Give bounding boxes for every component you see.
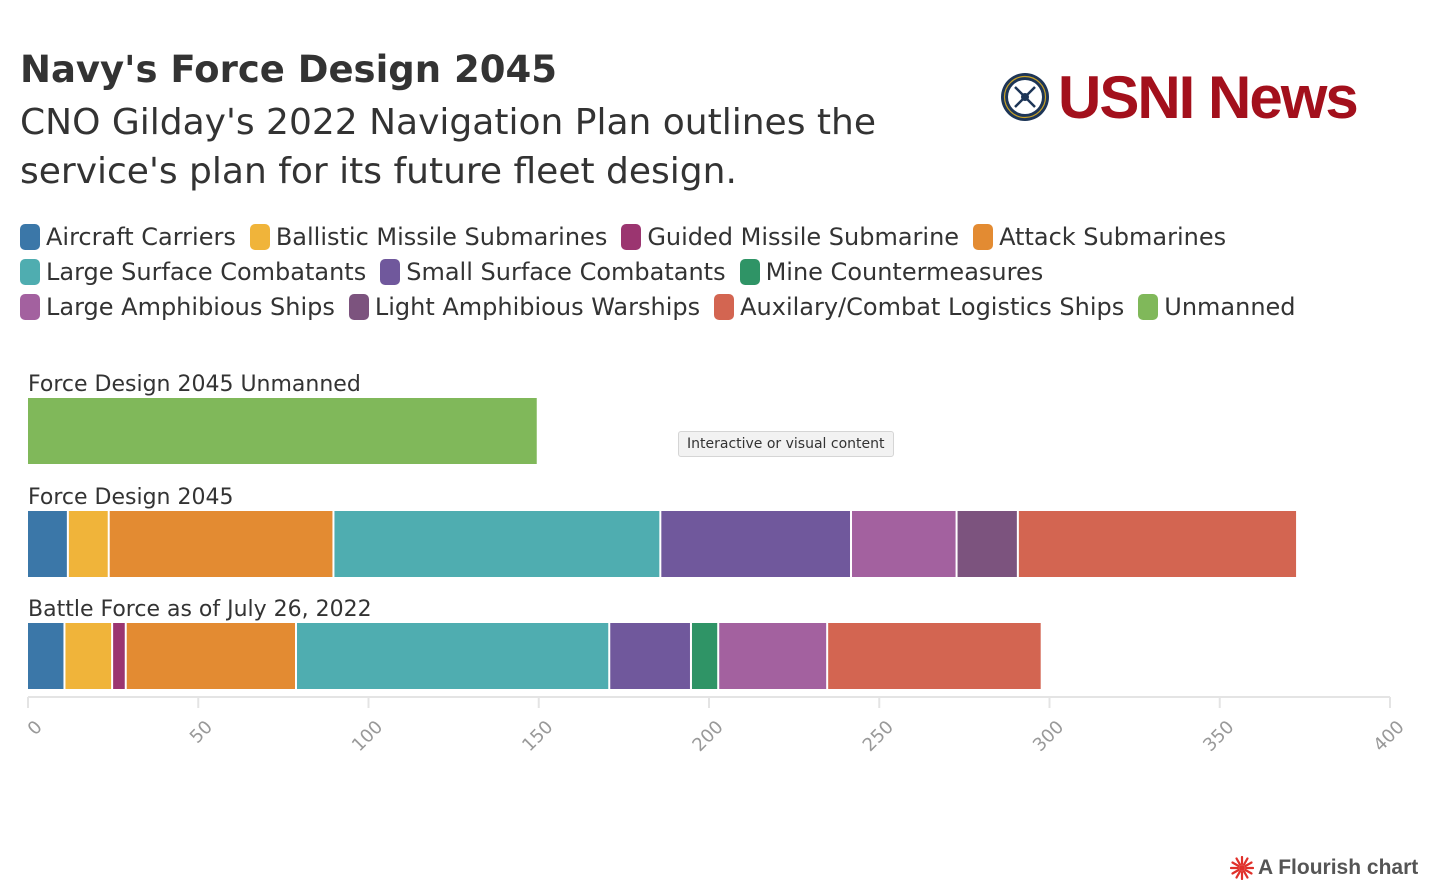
bar-segment[interactable]: [28, 398, 537, 464]
legend-swatch: [20, 224, 40, 250]
legend-label: Guided Missile Submarine: [647, 223, 960, 251]
bar-segment[interactable]: [28, 623, 64, 689]
legend-swatch: [348, 294, 369, 320]
chart-legend: Aircraft Carriers Ballistic Missile Subma…: [20, 222, 1320, 322]
logo-text: USNI News: [1058, 63, 1359, 131]
x-tick-label: 0: [24, 717, 47, 740]
bar-segment[interactable]: [126, 623, 295, 689]
bar-segment[interactable]: [1018, 511, 1297, 577]
legend-item[interactable]: Guided Missile Submarine: [621, 222, 959, 252]
bar-segment[interactable]: [65, 623, 112, 689]
flourish-credit-label: A Flourish chart: [1258, 856, 1419, 879]
x-tick-label: 200: [688, 717, 727, 756]
legend-label: Aircraft Carriers: [46, 223, 236, 251]
x-tick-label: 50: [186, 717, 217, 748]
legend-label: Unmanned: [1164, 293, 1296, 321]
legend-label: Auxilary/Combat Logistics Ships: [740, 293, 1125, 321]
bar-segment[interactable]: [610, 623, 690, 689]
bar-segment[interactable]: [296, 623, 609, 689]
legend-swatch: [1138, 294, 1159, 320]
legend-label: Attack Submarines: [999, 223, 1227, 251]
bar-segment[interactable]: [109, 511, 333, 577]
bar-segment[interactable]: [334, 511, 660, 577]
x-tick-label: 350: [1199, 717, 1238, 756]
legend-item[interactable]: Light Amphibious Warships: [348, 292, 701, 322]
legend-label: Mine Countermeasures: [765, 258, 1044, 286]
bar-segment[interactable]: [957, 511, 1017, 577]
legend-item[interactable]: Mine Countermeasures: [739, 257, 1044, 287]
x-tick-label: 150: [518, 717, 557, 756]
x-tick-label: 100: [348, 717, 387, 756]
category-label: Force Design 2045 Unmanned: [28, 372, 361, 397]
bar-segment[interactable]: [661, 511, 851, 577]
bar-segment[interactable]: [852, 511, 956, 577]
chart-subtitle: CNO Gilday's 2022 Navigation Plan outlin…: [20, 102, 876, 192]
category-label: Battle Force as of July 26, 2022: [28, 597, 372, 622]
legend-swatch: [20, 294, 40, 320]
legend-swatch: [621, 224, 642, 250]
flourish-burst-icon: [1230, 856, 1254, 880]
legend-item[interactable]: Unmanned: [1138, 292, 1296, 322]
legend-swatch: [380, 259, 401, 285]
usni-news-logo[interactable]: USNI News: [1000, 62, 1359, 132]
legend-swatch: [714, 294, 735, 320]
legend-label: Small Surface Combatants: [406, 258, 726, 286]
naval-institute-seal-icon: [1001, 73, 1049, 121]
legend-label: Light Amphibious Warships: [374, 293, 701, 321]
legend-label: Ballistic Missile Submarines: [275, 223, 608, 251]
bar-segment[interactable]: [28, 511, 67, 577]
legend-swatch: [973, 224, 994, 250]
bar-segment[interactable]: [719, 623, 827, 689]
legend-swatch: [20, 259, 40, 285]
legend-label: Large Surface Combatants: [46, 258, 367, 286]
flourish-credit[interactable]: A Flourish chart: [1230, 856, 1418, 880]
legend-item[interactable]: Attack Submarines: [973, 222, 1226, 252]
x-tick-label: 300: [1029, 717, 1068, 756]
legend-swatch: [249, 224, 270, 250]
category-label: Force Design 2045: [28, 485, 233, 510]
x-tick-label: 250: [859, 717, 898, 756]
bar-segment[interactable]: [828, 623, 1041, 689]
bar-segment[interactable]: [691, 623, 718, 689]
legend-item[interactable]: Ballistic Missile Submarines: [249, 222, 608, 252]
legend-item[interactable]: Auxilary/Combat Logistics Ships: [714, 292, 1124, 322]
legend-item[interactable]: Large Amphibious Ships: [20, 292, 335, 322]
chart-title: Navy's Force Design 2045: [20, 48, 557, 91]
interactive-content-badge: Interactive or visual content: [678, 431, 894, 457]
bar-segment[interactable]: [113, 623, 125, 689]
legend-item[interactable]: Large Surface Combatants: [20, 257, 366, 287]
bar-segment[interactable]: [68, 511, 108, 577]
legend-item[interactable]: Aircraft Carriers: [20, 222, 236, 252]
legend-item[interactable]: Small Surface Combatants: [380, 257, 726, 287]
legend-swatch: [739, 259, 760, 285]
legend-label: Large Amphibious Ships: [46, 293, 335, 321]
x-tick-label: 400: [1369, 717, 1408, 756]
